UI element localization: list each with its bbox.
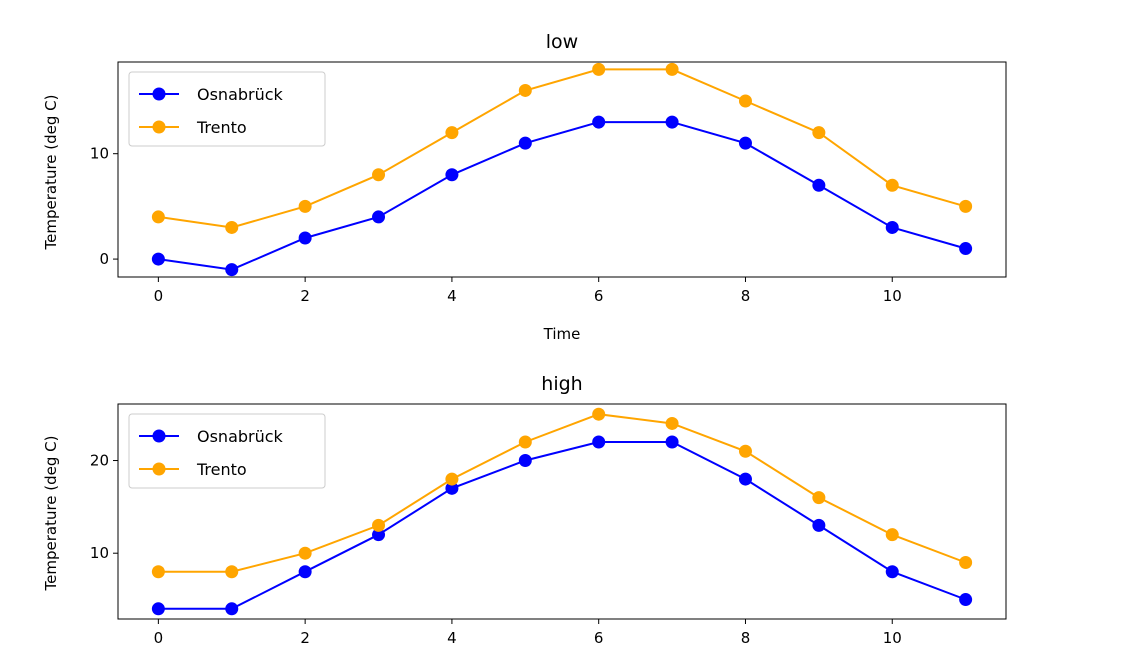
data-point-0 xyxy=(738,472,752,486)
legend-label: Osnabrück xyxy=(197,427,284,446)
data-point-0 xyxy=(959,242,973,256)
series-line-0 xyxy=(158,121,966,271)
data-point-0 xyxy=(372,528,386,542)
plot-frame xyxy=(117,61,1007,278)
data-point-1 xyxy=(812,491,826,505)
data-point-1 xyxy=(738,94,752,108)
y-tick-label: 0 xyxy=(99,250,109,268)
data-point-1 xyxy=(372,168,386,182)
data-point-0 xyxy=(445,168,459,182)
data-point-1 xyxy=(151,565,165,579)
data-point-0 xyxy=(151,602,165,616)
data-point-1 xyxy=(885,528,899,542)
data-point-0 xyxy=(151,252,165,266)
legend-label: Trento xyxy=(196,118,247,137)
y-tick-label: 10 xyxy=(90,544,109,562)
data-point-1 xyxy=(298,199,312,213)
x-tick-label: 8 xyxy=(741,287,751,305)
data-point-1 xyxy=(225,220,239,234)
data-point-0 xyxy=(518,136,532,150)
x-tick-label: 4 xyxy=(447,629,457,647)
data-point-1 xyxy=(665,62,679,76)
series-line-1 xyxy=(158,68,966,229)
y-axis-label: Temperature (deg C) xyxy=(42,435,60,591)
x-tick-label: 2 xyxy=(300,629,310,647)
chart-title: low xyxy=(546,31,578,53)
x-tick-label: 10 xyxy=(883,287,902,305)
data-point-1 xyxy=(445,472,459,486)
data-point-1 xyxy=(812,126,826,140)
data-point-1 xyxy=(298,546,312,560)
data-point-1 xyxy=(959,555,973,569)
data-point-1 xyxy=(738,444,752,458)
data-point-1 xyxy=(592,407,606,421)
chart-panel-low: low Time Temperature (deg C) 0 2 4 6 8 10 0 10 O… xyxy=(42,31,1007,343)
data-point-1 xyxy=(151,210,165,224)
series-line-0 xyxy=(158,441,966,610)
x-tick-label: 10 xyxy=(883,629,902,647)
data-point-1 xyxy=(372,518,386,532)
data-point-1 xyxy=(518,83,532,97)
x-tick-label: 0 xyxy=(154,629,164,647)
legend-label: Osnabrück xyxy=(197,85,284,104)
data-point-1 xyxy=(592,62,606,76)
chart-panel-high: high Temperature (deg C) 0 2 4 6 8 10 10 20 Osna… xyxy=(42,373,1007,647)
data-point-0 xyxy=(885,565,899,579)
data-point-0 xyxy=(518,454,532,468)
data-point-0 xyxy=(592,115,606,129)
plot-frame xyxy=(117,403,1007,620)
data-point-0 xyxy=(959,593,973,607)
legend-marker xyxy=(152,462,166,476)
data-point-0 xyxy=(812,518,826,532)
data-point-0 xyxy=(592,435,606,449)
data-point-1 xyxy=(518,435,532,449)
x-tick-label: 2 xyxy=(300,287,310,305)
data-point-0 xyxy=(445,481,459,495)
data-point-0 xyxy=(298,231,312,245)
x-tick-label: 0 xyxy=(154,287,164,305)
data-point-0 xyxy=(225,602,239,616)
y-tick-label: 10 xyxy=(90,145,109,163)
data-point-0 xyxy=(372,210,386,224)
y-tick-label: 20 xyxy=(90,452,109,470)
legend: Osnabrück Trento xyxy=(128,413,326,489)
chart-title: high xyxy=(541,373,582,395)
data-point-1 xyxy=(885,178,899,192)
x-tick-label: 6 xyxy=(594,629,604,647)
legend: Osnabrück Trento xyxy=(128,71,326,147)
legend-marker xyxy=(152,120,166,134)
data-point-1 xyxy=(665,416,679,430)
x-tick-label: 6 xyxy=(594,287,604,305)
legend-marker xyxy=(152,87,166,101)
x-tick-label: 4 xyxy=(447,287,457,305)
data-point-0 xyxy=(812,178,826,192)
data-point-0 xyxy=(738,136,752,150)
data-point-0 xyxy=(885,220,899,234)
data-point-0 xyxy=(665,115,679,129)
series-line-1 xyxy=(158,413,966,573)
x-tick-label: 8 xyxy=(741,629,751,647)
legend-label: Trento xyxy=(196,460,247,479)
data-point-0 xyxy=(298,565,312,579)
y-axis-label: Temperature (deg C) xyxy=(42,94,60,250)
x-axis-label: Time xyxy=(543,325,581,343)
data-point-0 xyxy=(225,263,239,277)
data-point-1 xyxy=(445,126,459,140)
data-point-0 xyxy=(665,435,679,449)
data-point-1 xyxy=(959,199,973,213)
legend-marker xyxy=(152,429,166,443)
data-point-1 xyxy=(225,565,239,579)
